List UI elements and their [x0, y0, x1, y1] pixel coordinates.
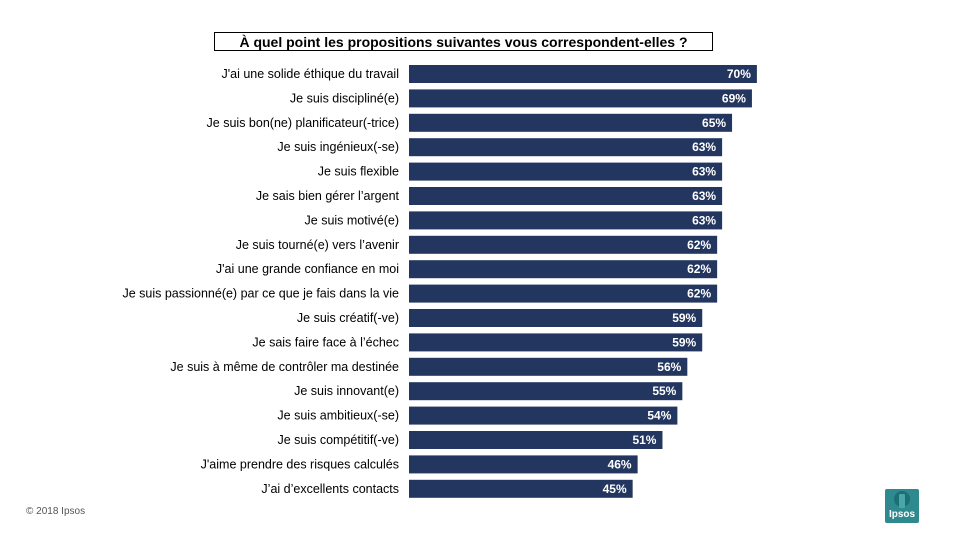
bar [409, 431, 663, 449]
bar [409, 260, 718, 279]
category-label: Je suis discipliné(e) [290, 91, 399, 105]
value-label: 70% [727, 67, 751, 81]
value-label: 56% [657, 360, 681, 374]
category-label: Je sais faire face à l’échec [252, 335, 399, 349]
category-label: J'aime prendre des risques calculés [201, 457, 399, 471]
ipsos-logo: Ipsos [885, 489, 919, 523]
value-label: 62% [687, 287, 711, 301]
bar [409, 357, 688, 376]
bar [409, 309, 703, 327]
value-label: 63% [692, 140, 716, 154]
category-label: J'ai une solide éthique du travail [221, 67, 399, 81]
bar [409, 89, 752, 108]
value-label: 63% [692, 189, 716, 203]
category-label: Je suis bon(ne) planificateur(-trice) [207, 116, 399, 130]
category-label: Je suis créatif(-ve) [297, 311, 399, 325]
value-label: 69% [722, 91, 746, 105]
value-label: 51% [632, 433, 656, 447]
category-label: Je suis motivé(e) [305, 213, 399, 227]
bar [409, 211, 723, 230]
category-label: Je suis tourné(e) vers l’avenir [236, 238, 399, 252]
bar [409, 284, 718, 303]
value-label: 45% [603, 482, 627, 496]
value-label: 63% [692, 213, 716, 227]
value-label: 59% [672, 311, 696, 325]
value-label: 55% [652, 384, 676, 398]
bar [409, 455, 638, 474]
category-label: Je suis innovant(e) [294, 384, 399, 398]
value-label: 65% [702, 116, 726, 130]
bar [409, 235, 718, 254]
category-label: Je sais bien gérer l’argent [256, 189, 400, 203]
category-label: Je suis ambitieux(-se) [277, 409, 399, 423]
logo-stick-shape [899, 494, 905, 508]
category-label: J’ai d’excellents contacts [261, 482, 399, 496]
bar [409, 113, 733, 132]
value-label: 46% [608, 457, 632, 471]
bar [409, 65, 757, 83]
value-label: 62% [687, 238, 711, 252]
value-label: 59% [672, 335, 696, 349]
chart-title: À quel point les propositions suivantes … [214, 32, 713, 51]
bar [409, 479, 633, 498]
value-label: 54% [647, 409, 671, 423]
bar [409, 162, 723, 181]
copyright-text: © 2018 Ipsos [26, 506, 86, 517]
category-label: Je suis ingénieux(-se) [277, 140, 399, 154]
bar [409, 138, 723, 157]
logo-text: Ipsos [888, 509, 916, 520]
category-label: Je suis passionné(e) par ce que je fais … [122, 287, 399, 301]
category-label: Je suis compétitif(-ve) [277, 433, 399, 447]
value-label: 63% [692, 165, 716, 179]
category-label: Je suis flexible [318, 165, 399, 179]
bar [409, 333, 703, 352]
bar [409, 187, 723, 205]
bar [409, 406, 678, 425]
bar [409, 382, 683, 401]
category-label: J'ai une grande confiance en moi [216, 262, 399, 276]
category-label: Je suis à même de contrôler ma destinée [170, 360, 399, 374]
value-label: 62% [687, 262, 711, 276]
